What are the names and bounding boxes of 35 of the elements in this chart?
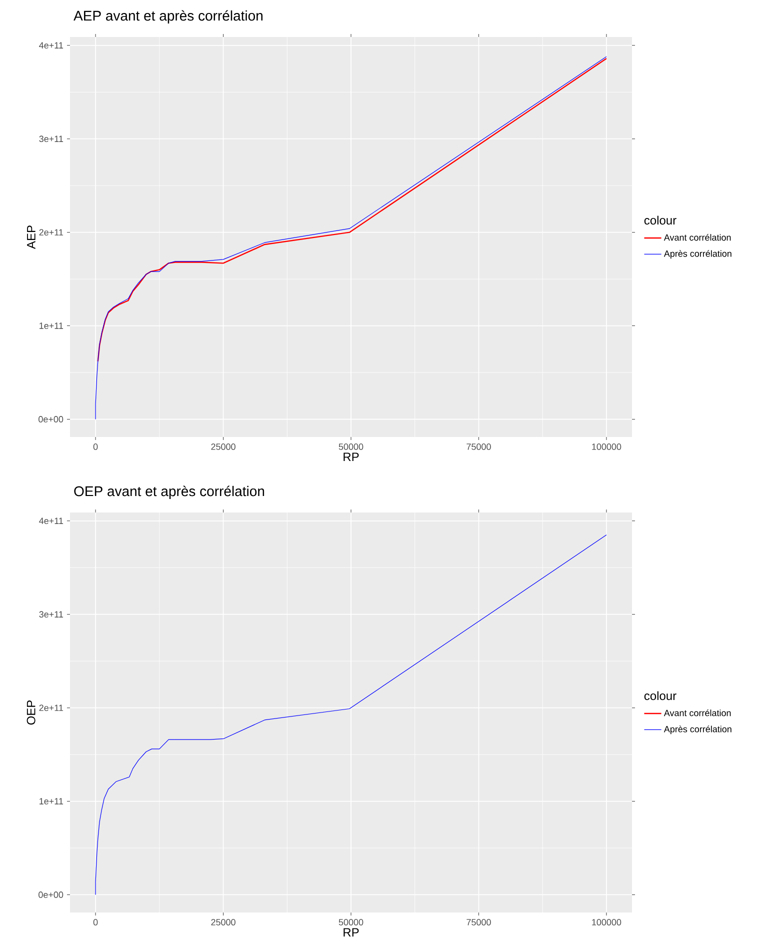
x-tick-label: 100000 — [592, 444, 622, 450]
y-tick-label: 1e+11 — [40, 322, 64, 329]
legend-title: colour — [644, 691, 676, 700]
x-tick-label: 75000 — [466, 919, 491, 926]
line-series — [95, 56, 607, 420]
y-tick-label: 2e+11 — [39, 229, 64, 236]
legend-label: Avant corrélation — [664, 709, 731, 716]
y-tick-label: 4e+11 — [39, 42, 64, 49]
y-tick-label: 2e+11 — [39, 704, 64, 712]
x-tick-label: 50000 — [338, 444, 364, 450]
x-axis-title: RP — [344, 452, 359, 462]
x-axis-title: RP — [344, 928, 359, 937]
x-tick-label: 75000 — [466, 444, 491, 450]
legend-label: Après corrélation — [664, 250, 732, 259]
y-axis-title: OEP — [26, 700, 36, 725]
legend-title: colour — [644, 216, 676, 225]
line-series — [95, 534, 607, 896]
x-tick-label: 25000 — [211, 444, 236, 450]
y-axis-title: AEP — [27, 226, 36, 249]
x-tick-label: 25000 — [211, 919, 236, 926]
chart-title: OEP avant et après corrélation — [74, 486, 264, 499]
chart-title: AEP avant et après corrélation — [74, 10, 262, 24]
x-tick-label: 50000 — [338, 919, 364, 926]
legend-label: Avant corrélation — [664, 234, 731, 241]
y-tick-label: 0e+00 — [38, 416, 64, 422]
legend-label: Après corrélation — [664, 726, 732, 734]
x-tick-label: 100000 — [592, 919, 622, 926]
y-tick-label: 3e+11 — [39, 136, 64, 142]
y-tick-label: 1e+11 — [40, 798, 64, 804]
y-tick-label: 0e+00 — [38, 892, 64, 898]
line-series — [97, 58, 608, 362]
y-tick-label: 4e+11 — [39, 518, 64, 524]
y-tick-label: 3e+11 — [39, 611, 64, 618]
x-tick-label: 0 — [93, 444, 98, 450]
x-tick-label: 0 — [93, 919, 98, 926]
